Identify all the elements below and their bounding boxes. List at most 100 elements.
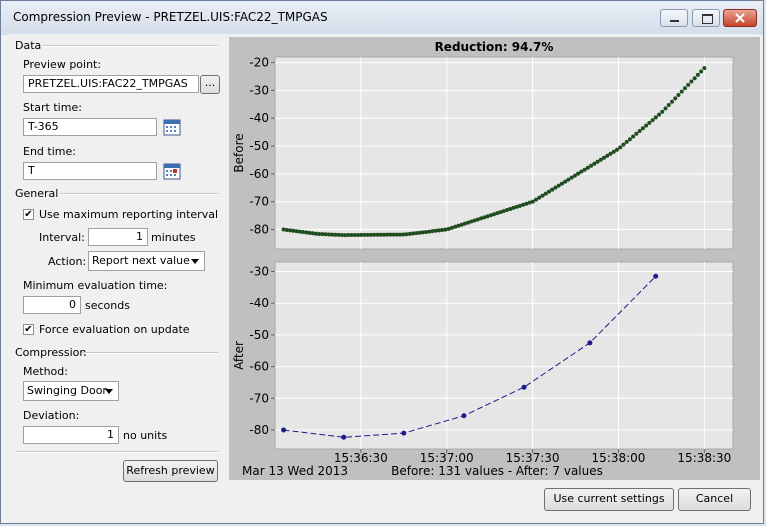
before-point xyxy=(559,181,564,186)
before-point xyxy=(576,171,581,176)
end-time-input[interactable]: T xyxy=(23,162,157,180)
window-title: Compression Preview - PRETZEL.UIS:FAC22_… xyxy=(13,10,328,24)
before-point xyxy=(333,232,338,237)
before-point xyxy=(346,233,351,238)
action-select[interactable]: Report next value xyxy=(88,251,205,271)
before-point xyxy=(310,231,315,236)
before-y-axis-label: Before xyxy=(232,133,246,172)
before-point xyxy=(692,76,697,81)
deviation-input[interactable]: 1 xyxy=(23,426,119,444)
browse-point-button[interactable]: ... xyxy=(200,75,220,94)
before-point xyxy=(404,232,409,237)
end-time-label: End time: xyxy=(23,145,76,158)
preview-chart: Reduction: 94.7% -20 -30 -40 -50 -60 -70 -80 Bef… xyxy=(232,40,734,478)
maximize-button[interactable] xyxy=(692,9,720,27)
before-point xyxy=(372,232,377,237)
data-section-label: Data xyxy=(15,39,42,52)
before-point xyxy=(660,109,665,114)
general-section-label: General xyxy=(15,187,59,200)
before-point xyxy=(307,230,312,235)
before-point xyxy=(702,66,707,71)
before-point xyxy=(579,169,584,174)
force-eval-checkbox[interactable]: ✔ xyxy=(23,324,34,335)
before-point xyxy=(624,139,629,144)
preview-point-label: Preview point: xyxy=(23,58,102,71)
before-point xyxy=(330,232,335,237)
after-y-tick-label: -70 xyxy=(249,391,269,405)
use-current-settings-button[interactable]: Use current settings xyxy=(544,488,674,511)
before-point xyxy=(653,115,658,120)
before-point xyxy=(585,165,590,170)
before-y-tick-label: -60 xyxy=(249,167,269,181)
before-point xyxy=(362,232,367,237)
before-point xyxy=(304,230,309,235)
title-bar[interactable]: Compression Preview - PRETZEL.UIS:FAC22_… xyxy=(1,1,763,35)
interval-label: Interval: xyxy=(39,231,85,244)
before-point xyxy=(388,232,393,237)
before-point xyxy=(365,232,370,237)
end-calendar-icon[interactable] xyxy=(163,162,181,180)
dropdown-arrow-icon xyxy=(191,259,199,264)
before-point xyxy=(514,204,519,209)
before-point xyxy=(501,209,506,214)
start-calendar-icon[interactable] xyxy=(163,118,181,136)
method-value: Swinging Door xyxy=(27,384,107,397)
before-point xyxy=(537,195,542,200)
after-point xyxy=(281,427,287,433)
action-label: Action: xyxy=(48,255,87,268)
before-point xyxy=(589,163,594,168)
before-point xyxy=(407,231,412,236)
x-tick-label: 15:38:00 xyxy=(592,451,646,465)
before-point xyxy=(521,202,526,207)
before-point xyxy=(488,213,493,218)
start-time-input[interactable]: T-365 xyxy=(23,118,157,136)
before-point xyxy=(414,231,419,236)
before-point xyxy=(391,232,396,237)
refresh-preview-button[interactable]: Refresh preview xyxy=(123,460,218,482)
maximize-icon xyxy=(702,14,713,24)
before-point xyxy=(634,131,639,136)
before-point xyxy=(670,99,675,104)
before-point xyxy=(682,86,687,91)
close-button[interactable] xyxy=(723,9,757,27)
before-point xyxy=(598,157,603,162)
after-y-axis-label: After xyxy=(232,341,246,370)
chart-date-label: Mar 13 Wed 2013 xyxy=(242,464,348,478)
minimize-button[interactable] xyxy=(660,9,688,27)
before-point xyxy=(605,153,610,158)
before-point xyxy=(291,228,296,233)
method-select[interactable]: Swinging Door xyxy=(23,381,119,401)
before-point xyxy=(411,231,416,236)
after-y-tick-label: -60 xyxy=(249,360,269,374)
before-point xyxy=(433,228,438,233)
min-eval-input[interactable]: 0 xyxy=(23,296,81,314)
general-divider xyxy=(60,193,218,195)
preview-point-input[interactable]: PRETZEL.UIS:FAC22_TMPGAS xyxy=(23,75,199,93)
before-point xyxy=(320,232,325,237)
before-point xyxy=(420,230,425,235)
before-point xyxy=(627,137,632,142)
before-point xyxy=(608,151,613,156)
before-point xyxy=(527,200,532,205)
deviation-label: Deviation: xyxy=(23,409,80,422)
use-max-interval-checkbox[interactable]: ✔ xyxy=(23,209,34,220)
before-y-tick-label: -30 xyxy=(249,83,269,97)
before-y-tick-label: -80 xyxy=(249,223,269,237)
close-icon xyxy=(735,13,745,23)
x-tick-label: 15:36:30 xyxy=(334,451,388,465)
before-point xyxy=(359,232,364,237)
before-point xyxy=(375,232,380,237)
before-point xyxy=(294,229,299,234)
before-point xyxy=(495,211,500,216)
min-eval-unit: seconds xyxy=(85,299,130,312)
before-point xyxy=(686,82,691,87)
cancel-button[interactable]: Cancel xyxy=(678,488,751,511)
before-point xyxy=(498,210,503,215)
before-point xyxy=(637,129,642,134)
interval-input[interactable]: 1 xyxy=(88,228,148,246)
before-y-tick-label: -50 xyxy=(249,139,269,153)
before-point xyxy=(582,167,587,172)
before-point xyxy=(466,220,471,225)
before-point xyxy=(534,197,539,202)
before-point xyxy=(482,215,487,220)
